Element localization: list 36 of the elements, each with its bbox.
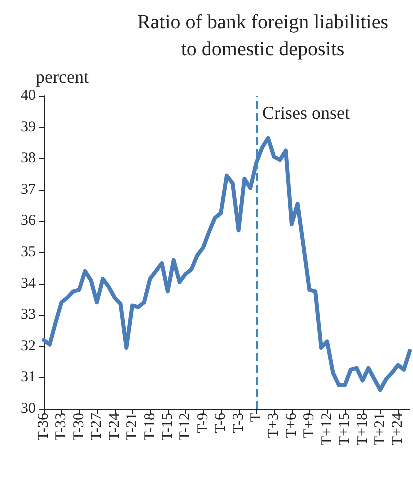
- x-tick-label: T-6: [213, 412, 230, 434]
- ref-line-label: Crises onset: [262, 103, 350, 123]
- y-axis-title: percent: [36, 67, 89, 87]
- x-tick-label: T-15: [160, 413, 176, 441]
- y-tick-label: 37: [21, 182, 36, 198]
- x-tick-label: T+15: [337, 413, 354, 446]
- x-tick-label: T-9: [195, 413, 212, 434]
- y-tick-label: 36: [21, 213, 36, 230]
- y-tick-label: 39: [21, 119, 36, 136]
- x-tick-label: T-30: [71, 413, 88, 441]
- x-tick-label: T+9: [302, 413, 318, 438]
- x-tick-label: T+3: [266, 413, 282, 438]
- x-tick-label: T+21: [372, 413, 388, 446]
- y-tick-label: 33: [21, 307, 36, 324]
- line-series: [42, 136, 412, 392]
- y-tick-label: 34: [21, 276, 36, 292]
- y-tick-label: 31: [21, 370, 36, 386]
- x-tick-label: T-21: [124, 413, 141, 441]
- y-tick-label: 38: [21, 150, 36, 167]
- y-tick-label: 32: [21, 338, 36, 354]
- x-tick-label: T-3: [230, 413, 247, 434]
- x-tick-label: T+18: [354, 413, 371, 446]
- y-tick-label: 40: [21, 88, 36, 104]
- x-tick-label: T-18: [142, 413, 158, 441]
- x-tick-label: T-27: [89, 412, 106, 441]
- y-tick-label: 30: [21, 401, 36, 417]
- chart-title: Ratio of bank foreign liabilities to domestic deposits: [137, 12, 389, 60]
- x-tick-label: T-24: [106, 412, 123, 441]
- x-tick-label: T: [248, 413, 265, 422]
- x-tick-label: T-33: [54, 413, 70, 441]
- x-tick-label: T-36: [36, 412, 52, 441]
- y-tick-label: 35: [21, 244, 36, 260]
- x-tick-label: T+12: [319, 413, 336, 446]
- x-tick-label: T-12: [178, 413, 194, 441]
- x-tick-label: T+24: [390, 412, 406, 446]
- x-tick-label: T+6: [284, 412, 300, 438]
